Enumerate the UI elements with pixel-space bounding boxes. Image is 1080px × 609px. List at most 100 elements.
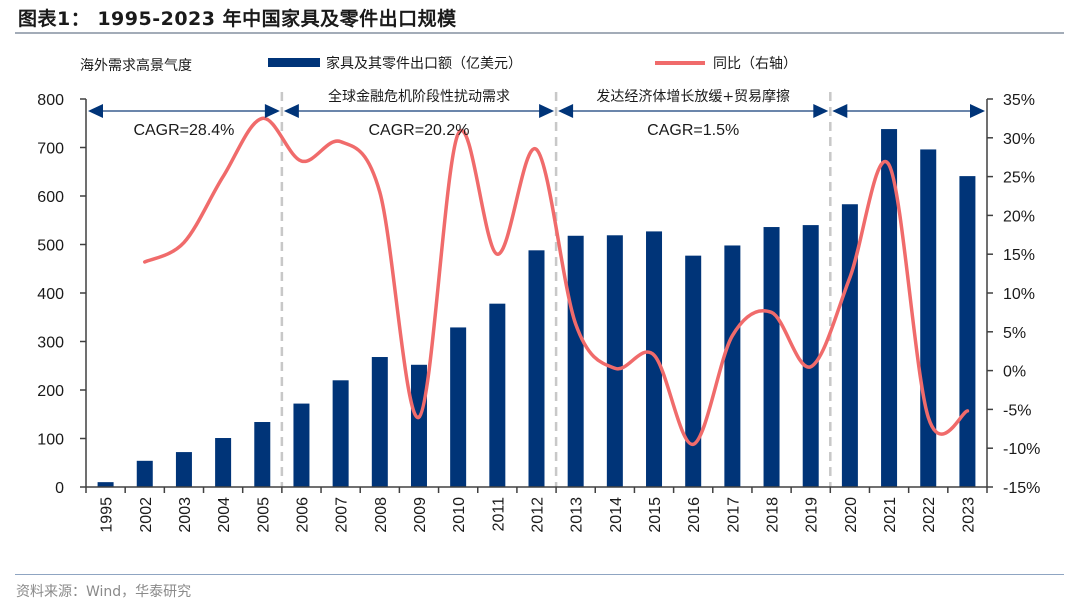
legend-heading: 海外需求高景气度: [80, 57, 192, 74]
footer-divider: [15, 574, 1064, 575]
bar-2006: [293, 403, 310, 487]
x-tick-label-2023: 2023: [960, 497, 977, 533]
chart-title: 图表1： 1995-2023 年中国家具及零件出口规模: [18, 8, 457, 30]
x-tick-label-2013: 2013: [569, 497, 586, 533]
left-tick-label: 800: [37, 92, 64, 109]
bar-2005: [254, 422, 271, 487]
bar-2019: [802, 225, 819, 487]
right-axis-ticks: -15% -10% -5% 0% 5% 10% 15% 20% 25% 30% 35%: [987, 92, 1040, 497]
arrow-left-head: [558, 104, 574, 118]
x-tick-label-2016: 2016: [686, 497, 703, 533]
x-tick-label-2007: 2007: [334, 497, 351, 533]
x-tick-label-2009: 2009: [412, 497, 429, 533]
x-tick-label-2003: 2003: [177, 497, 194, 533]
bar-2014: [606, 235, 623, 487]
bar-2017: [724, 245, 741, 487]
period-2006-2012: 全球金融危机阶段性扰动需求 CAGR=20.2%: [283, 88, 555, 139]
period-label: 全球金融危机阶段性扰动需求: [328, 88, 510, 105]
period-dividers: [280, 92, 832, 487]
x-tick-label-2020: 2020: [843, 497, 860, 533]
left-tick-label: 500: [37, 238, 64, 255]
x-tick-label-2021: 2021: [882, 497, 899, 533]
x-tick-label-2014: 2014: [608, 497, 625, 533]
bar-2003: [175, 452, 192, 487]
x-tick-label-2019: 2019: [804, 497, 821, 533]
bar-2015: [646, 231, 663, 487]
right-tick-label: 35%: [1003, 92, 1035, 109]
period-annotations: CAGR=28.4% 全球金融危机阶段性扰动需求 CAGR=20.2% 发达经济体增长…: [88, 88, 985, 139]
left-tick-label: 0: [55, 480, 64, 497]
legend-bar-label: 家具及其零件出口额（亿美元）: [326, 55, 522, 72]
period-2020-2023: [832, 104, 985, 118]
right-tick-label: 25%: [1003, 170, 1035, 187]
x-tick-label-2010: 2010: [451, 497, 468, 533]
right-tick-label: 10%: [1003, 286, 1035, 303]
x-tick-label-2004: 2004: [216, 497, 233, 533]
x-tick-label-2012: 2012: [530, 497, 547, 533]
left-axis-ticks: 0 100 200 300 400 500 600 700 800: [37, 92, 86, 497]
source-note: 资料来源：Wind，华泰研究: [16, 584, 192, 600]
left-tick-label: 600: [37, 189, 64, 206]
x-tick-label-2005: 2005: [255, 497, 272, 533]
left-tick-label: 100: [37, 432, 64, 449]
arrow-right-head: [539, 104, 555, 118]
bar-2018: [763, 227, 780, 488]
arrow-right-head: [813, 104, 829, 118]
bar-2009: [410, 364, 427, 487]
right-tick-label: 20%: [1003, 208, 1035, 225]
period-1995-2005: CAGR=28.4%: [88, 104, 280, 139]
period-label: 发达经济体增长放缓+贸易摩擦: [596, 88, 790, 105]
x-tick-label-2022: 2022: [921, 497, 938, 533]
right-tick-label: -5%: [1003, 402, 1031, 419]
chart-area: 海外需求高景气度 家具及其零件出口额（亿美元） 同比（右轴） CAGR=28.4…: [37, 55, 1040, 533]
x-tick-label-1995: 1995: [99, 497, 116, 533]
x-axis-ticks: 1995 2002 2003 2004 2005 2006 2007 2008 2009 2010…: [85, 487, 988, 533]
right-tick-label: 0%: [1003, 364, 1026, 381]
legend: 海外需求高景气度 家具及其零件出口额（亿美元） 同比（右轴）: [80, 55, 797, 74]
bar-2016: [685, 255, 702, 487]
bar-2012: [528, 250, 545, 487]
x-tick-label-2006: 2006: [294, 497, 311, 533]
line-series: [143, 116, 970, 447]
left-tick-label: 300: [37, 335, 64, 352]
cagr-label: CAGR=28.4%: [133, 122, 234, 139]
arrow-left-head: [88, 104, 103, 118]
title-divider: [15, 32, 1064, 34]
legend-line-label: 同比（右轴）: [713, 56, 797, 72]
cagr-label: CAGR=20.2%: [369, 122, 470, 139]
right-tick-label: 5%: [1003, 325, 1026, 342]
arrow-right-head: [970, 104, 985, 118]
bar-2013: [567, 235, 584, 487]
left-tick-label: 700: [37, 141, 64, 158]
legend-bar-swatch: [268, 58, 320, 67]
bar-2007: [332, 380, 349, 487]
arrow-left-head: [283, 104, 299, 118]
bar-series: [97, 129, 976, 488]
bar-2020: [841, 204, 858, 487]
right-tick-label: 30%: [1003, 131, 1035, 148]
bar-2004: [215, 438, 232, 487]
yoy-line: [143, 116, 970, 447]
left-tick-label: 200: [37, 383, 64, 400]
x-tick-label-2018: 2018: [765, 497, 782, 533]
bar-2021: [881, 129, 898, 487]
bar-1995: [97, 482, 114, 487]
x-tick-label-2015: 2015: [647, 497, 664, 533]
x-tick-label-2002: 2002: [138, 497, 155, 533]
bar-2022: [920, 149, 937, 487]
right-tick-label: -15%: [1003, 480, 1040, 497]
arrow-left-head: [832, 104, 848, 118]
bar-2010: [450, 327, 467, 487]
arrow-right-head: [264, 104, 280, 118]
left-tick-label: 400: [37, 286, 64, 303]
bar-2002: [136, 460, 153, 487]
x-tick-label-2008: 2008: [373, 497, 390, 533]
cagr-label: CAGR=1.5%: [647, 122, 739, 139]
right-tick-label: 15%: [1003, 247, 1035, 264]
bar-2011: [489, 303, 506, 487]
x-tick-label-2011: 2011: [490, 497, 507, 532]
bar-2023: [959, 176, 976, 488]
period-2013-2019: 发达经济体增长放缓+贸易摩擦 CAGR=1.5%: [558, 88, 829, 139]
right-tick-label: -10%: [1003, 441, 1040, 458]
bar-2008: [371, 357, 388, 487]
